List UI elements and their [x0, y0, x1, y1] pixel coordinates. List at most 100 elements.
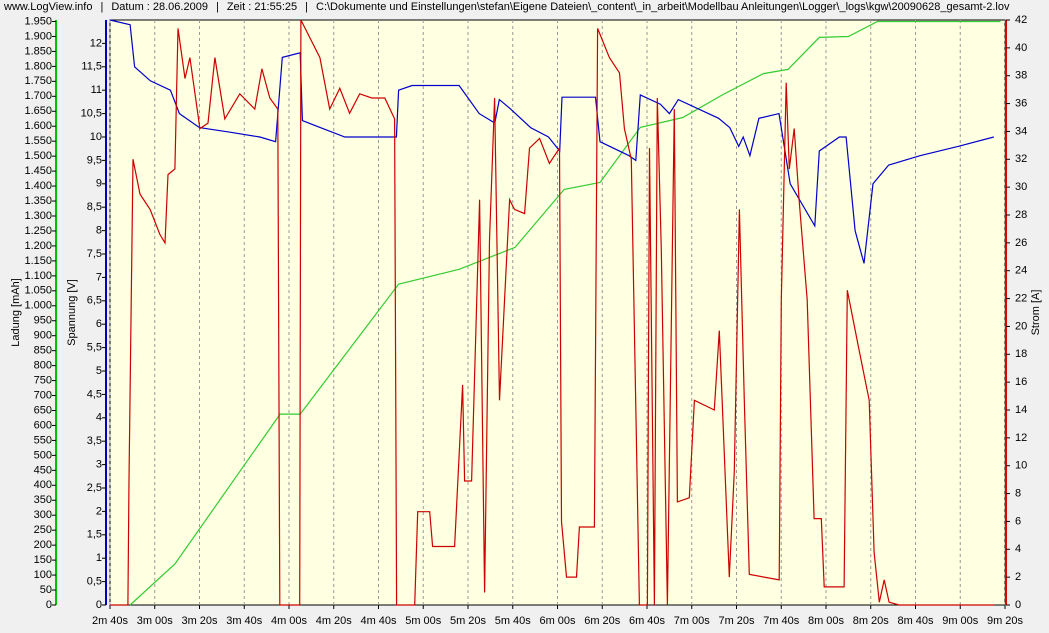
- y-tick-label: 9: [96, 178, 102, 190]
- y-tick-label: 1.200: [24, 240, 52, 252]
- x-tick-label: 4m 40s: [360, 615, 397, 627]
- y-tick-label: 1.050: [24, 285, 52, 297]
- y-tick-label: 450: [34, 464, 52, 476]
- y-axis-title: Ladung [mAh]: [10, 278, 22, 347]
- y-tick-label: 150: [34, 554, 52, 566]
- y-tick-label: 1.400: [24, 180, 52, 192]
- y-tick-label: 700: [34, 389, 52, 401]
- y-tick-label: 10: [1015, 460, 1027, 472]
- y-tick-label: 3,5: [87, 435, 102, 447]
- y-tick-label: 600: [34, 419, 52, 431]
- y-tick-label: 40: [1015, 42, 1027, 54]
- y-tick-label: 14: [1015, 404, 1027, 416]
- y-tick-label: 24: [1015, 265, 1027, 277]
- y-tick-label: 250: [34, 524, 52, 536]
- y-tick-label: 10: [90, 131, 102, 143]
- plot-area: [109, 19, 1006, 606]
- x-tick-label: 4m 20s: [316, 615, 353, 627]
- y-tick-label: 10,5: [81, 108, 102, 120]
- y-tick-label: 750: [34, 374, 52, 386]
- y-tick-label: 30: [1015, 181, 1027, 193]
- y-tick-label: 7,5: [87, 248, 102, 260]
- x-tick-label: 2m 40s: [92, 615, 129, 627]
- y-tick-label: 6,5: [87, 295, 102, 307]
- y-tick-label: 8: [1015, 487, 1021, 499]
- y-tick-label: 1.900: [24, 30, 52, 42]
- y-tick-label: 1.150: [24, 255, 52, 267]
- y-tick-label: 0,5: [87, 576, 102, 588]
- x-tick-label: 7m 40s: [763, 615, 800, 627]
- file-path: C:\Dokumente und Einstellungen\stefan\Ei…: [316, 1, 1010, 13]
- y-tick-label: 2,5: [87, 482, 102, 494]
- y-tick-label: 34: [1015, 125, 1027, 137]
- y-tick-label: 1.850: [24, 45, 52, 57]
- y-tick-label: 550: [34, 434, 52, 446]
- y-tick-label: 650: [34, 404, 52, 416]
- y-tick-label: 100: [34, 569, 52, 581]
- y-tick-label: 2: [1015, 571, 1021, 583]
- y-tick-label: 11,5: [81, 61, 102, 73]
- y-tick-label: 1.000: [24, 300, 52, 312]
- y-tick-label: 4: [1015, 543, 1021, 555]
- y-tick-label: 1.700: [24, 90, 52, 102]
- y-tick-label: 28: [1015, 209, 1027, 221]
- y-tick-label: 36: [1015, 97, 1027, 109]
- y-tick-label: 12: [1015, 432, 1027, 444]
- x-tick-label: 7m 00s: [674, 615, 711, 627]
- y-tick-label: 7: [96, 271, 102, 283]
- x-tick-label: 9m 20s: [987, 615, 1024, 627]
- x-tick-label: 6m 40s: [629, 615, 666, 627]
- y-tick-label: 4: [96, 412, 102, 424]
- y-tick-label: 1.500: [24, 150, 52, 162]
- x-tick-label: 8m 40s: [897, 615, 934, 627]
- site: www.LogView.info: [4, 1, 93, 13]
- y-tick-label: 0: [46, 599, 52, 611]
- y-tick-label: 22: [1015, 292, 1027, 304]
- y-tick-label: 1.800: [24, 60, 52, 72]
- y-tick-label: 1.250: [24, 225, 52, 237]
- y-tick-label: 300: [34, 509, 52, 521]
- y-tick-label: 5,5: [87, 342, 102, 354]
- y-tick-label: 1.750: [24, 75, 52, 87]
- x-tick-label: 5m 20s: [450, 615, 487, 627]
- y-tick-label: 400: [34, 479, 52, 491]
- y-tick-label: 50: [40, 584, 52, 596]
- y-tick-label: 0: [1015, 599, 1021, 611]
- y-tick-label: 900: [34, 330, 52, 342]
- x-tick-label: 7m 20s: [718, 615, 755, 627]
- series-line: [129, 20, 1001, 606]
- y-tick-label: 1,5: [87, 529, 102, 541]
- x-tick-label: 5m 00s: [405, 615, 442, 627]
- y-axis-title: Strom [A]: [1030, 290, 1042, 336]
- header: www.LogView.info | Datum : 28.06.2009 | Zeit…: [4, 1, 1010, 13]
- y-tick-label: 1.550: [24, 135, 52, 147]
- y-tick-label: 16: [1015, 376, 1027, 388]
- y-tick-label: 1.450: [24, 165, 52, 177]
- series-line: [110, 19, 994, 606]
- x-tick-label: 3m 00s: [137, 615, 174, 627]
- x-tick-label: 3m 40s: [226, 615, 263, 627]
- y-tick-label: 3: [96, 459, 102, 471]
- y-tick-label: 500: [34, 449, 52, 461]
- y-tick-label: 1: [96, 552, 102, 564]
- y-tick-label: 4,5: [87, 388, 102, 400]
- y-tick-label: 1.300: [24, 210, 52, 222]
- y-tick-label: 11: [91, 84, 102, 96]
- time: Zeit : 21:55:25: [226, 1, 298, 13]
- x-tick-label: 3m 20s: [181, 615, 218, 627]
- x-tick-label: 9m 00s: [942, 615, 979, 627]
- y-tick-label: 6: [1015, 515, 1021, 527]
- y-tick-label: 1.950: [24, 15, 52, 27]
- y-tick-label: 32: [1015, 153, 1027, 165]
- y-tick-label: 18: [1015, 348, 1027, 360]
- y-tick-label: 1.100: [24, 270, 52, 282]
- x-tick-label: 6m 20s: [584, 615, 621, 627]
- y-tick-label: 1.350: [24, 195, 52, 207]
- x-tick-label: 4m 00s: [271, 615, 308, 627]
- y-tick-label: 42: [1015, 14, 1027, 26]
- date: Datum : 28.06.2009: [111, 1, 208, 13]
- y-tick-label: 800: [34, 360, 52, 372]
- y-tick-label: 26: [1015, 237, 1027, 249]
